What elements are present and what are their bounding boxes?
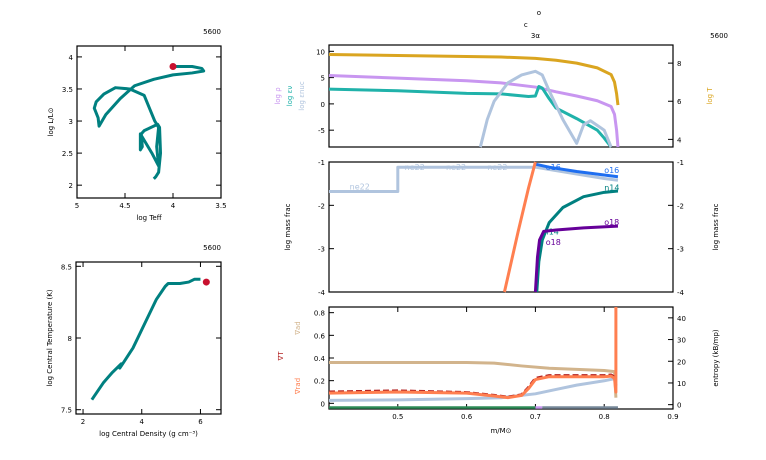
- profile-line: [328, 53, 620, 106]
- x-tick-label: 0.8: [599, 413, 610, 421]
- y-tick-label: 3: [69, 118, 73, 126]
- abundance-line-ne22: [329, 165, 619, 193]
- y-tick-label: 0: [321, 400, 325, 408]
- profile-top-frame: [328, 44, 674, 148]
- y2-tick-label: 10: [677, 380, 686, 388]
- x-tick-label: 2: [81, 418, 85, 426]
- y2-tick-label: 8: [677, 60, 681, 68]
- hr-track: [92, 65, 206, 180]
- y-tick-label: 4: [69, 54, 74, 62]
- y2-axis-label: entropy (kB/mp): [712, 329, 720, 387]
- burning-label: c: [524, 21, 528, 29]
- x-axis-label: log Teff: [136, 214, 161, 222]
- profile-line: [329, 361, 618, 398]
- y2-tick-label: 4: [677, 136, 682, 144]
- burning-label: 3α: [531, 32, 540, 40]
- y-tick-label: 8: [68, 335, 72, 343]
- y-axis-label: log L/L⊙: [47, 108, 55, 137]
- abundance-label: n14: [604, 183, 619, 192]
- y2-tick-label: 20: [677, 358, 686, 366]
- y-tick-label: 0.4: [314, 355, 326, 363]
- x-axis-label: m/M⊙: [490, 427, 511, 435]
- x-tick-label: 6: [198, 418, 203, 426]
- hr-frame: [76, 45, 222, 199]
- x-tick-label: 0.9: [667, 413, 678, 421]
- abundance-label: o18: [546, 238, 561, 247]
- abundance-line-o18: [533, 224, 619, 293]
- y2-tick-label: -1: [677, 159, 684, 167]
- y2-tick-label: 6: [677, 98, 682, 106]
- x-tick-label: 0.5: [392, 413, 403, 421]
- center-track: [90, 277, 201, 401]
- abundance-label: ne22: [405, 163, 425, 172]
- y-tick-label: -2: [318, 202, 325, 210]
- model-number: 5600: [203, 244, 221, 252]
- x-tick-label: 0.6: [461, 413, 473, 421]
- profile-line: [328, 73, 620, 148]
- current-model-marker: [202, 278, 210, 286]
- profile-line: [328, 85, 613, 148]
- y2-axis-label: log T: [706, 87, 714, 105]
- y-tick-label: 7.5: [61, 407, 72, 415]
- y-axis-label: ∇ad: [294, 321, 302, 335]
- profile-line: [328, 377, 615, 402]
- model-number: 5600: [710, 32, 728, 40]
- y-tick-label: 5: [321, 75, 325, 83]
- y-axis-label: log Central Temperature (K): [46, 289, 54, 386]
- y-axis-label: log εν: [286, 86, 294, 107]
- y-axis-label: ∇T: [277, 351, 285, 362]
- abundance-label: ne22: [350, 182, 370, 191]
- y-tick-label: 0.8: [314, 310, 325, 318]
- y-axis-label: log mass frac: [284, 203, 292, 250]
- y2-tick-label: 0: [677, 402, 681, 410]
- abundance-label: ne22: [446, 163, 466, 172]
- x-tick-label: 4.5: [119, 202, 130, 210]
- y-tick-label: -3: [318, 246, 325, 254]
- y-axis-label: log ρ: [274, 87, 282, 105]
- x-tick-label: 5: [75, 202, 79, 210]
- y2-axis-label: log mass frac: [712, 203, 720, 250]
- current-model-marker: [169, 63, 177, 71]
- y-tick-label: 2.5: [62, 150, 73, 158]
- profile-line: [328, 307, 618, 400]
- y2-tick-label: -4: [677, 289, 685, 297]
- x-tick-label: 3.5: [215, 202, 226, 210]
- burning-label: o: [537, 9, 541, 17]
- y-tick-label: 2: [69, 182, 73, 190]
- y-tick-label: -1: [318, 159, 325, 167]
- x-axis-label: log Central Density (g cm⁻³): [99, 430, 198, 438]
- abundance-line-n14: [535, 189, 619, 293]
- model-number: 5600: [203, 28, 221, 36]
- abundance-label: o16: [604, 166, 619, 175]
- abundance-label: ne22: [487, 163, 507, 172]
- x-tick-label: 4: [171, 202, 176, 210]
- y-tick-label: -5: [318, 127, 325, 135]
- y-tick-label: -4: [318, 289, 326, 297]
- y-axis-label: log εnuc: [298, 81, 306, 111]
- abundance-line-unnamed: [502, 161, 537, 293]
- y-tick-label: 0.2: [314, 378, 325, 386]
- y-axis-label: ∇rad: [294, 378, 302, 395]
- y-tick-label: 3.5: [62, 86, 73, 94]
- abundance-label: o18: [604, 218, 619, 227]
- abundance-label: o16: [546, 163, 561, 172]
- abundance-line-o16: [535, 162, 619, 179]
- y-tick-label: 0.6: [314, 332, 326, 340]
- x-tick-label: 4: [140, 418, 145, 426]
- y2-tick-label: 30: [677, 337, 686, 345]
- y2-tick-label: -3: [677, 246, 684, 254]
- x-tick-label: 0.7: [530, 413, 541, 421]
- y-tick-label: 0: [321, 101, 325, 109]
- y2-tick-label: -2: [677, 202, 684, 210]
- y-tick-label: 8.5: [61, 263, 72, 271]
- y-tick-label: 10: [316, 48, 325, 56]
- profile-line: [478, 69, 613, 148]
- y2-tick-label: 40: [677, 315, 686, 323]
- profile-middle-frame: [328, 161, 674, 293]
